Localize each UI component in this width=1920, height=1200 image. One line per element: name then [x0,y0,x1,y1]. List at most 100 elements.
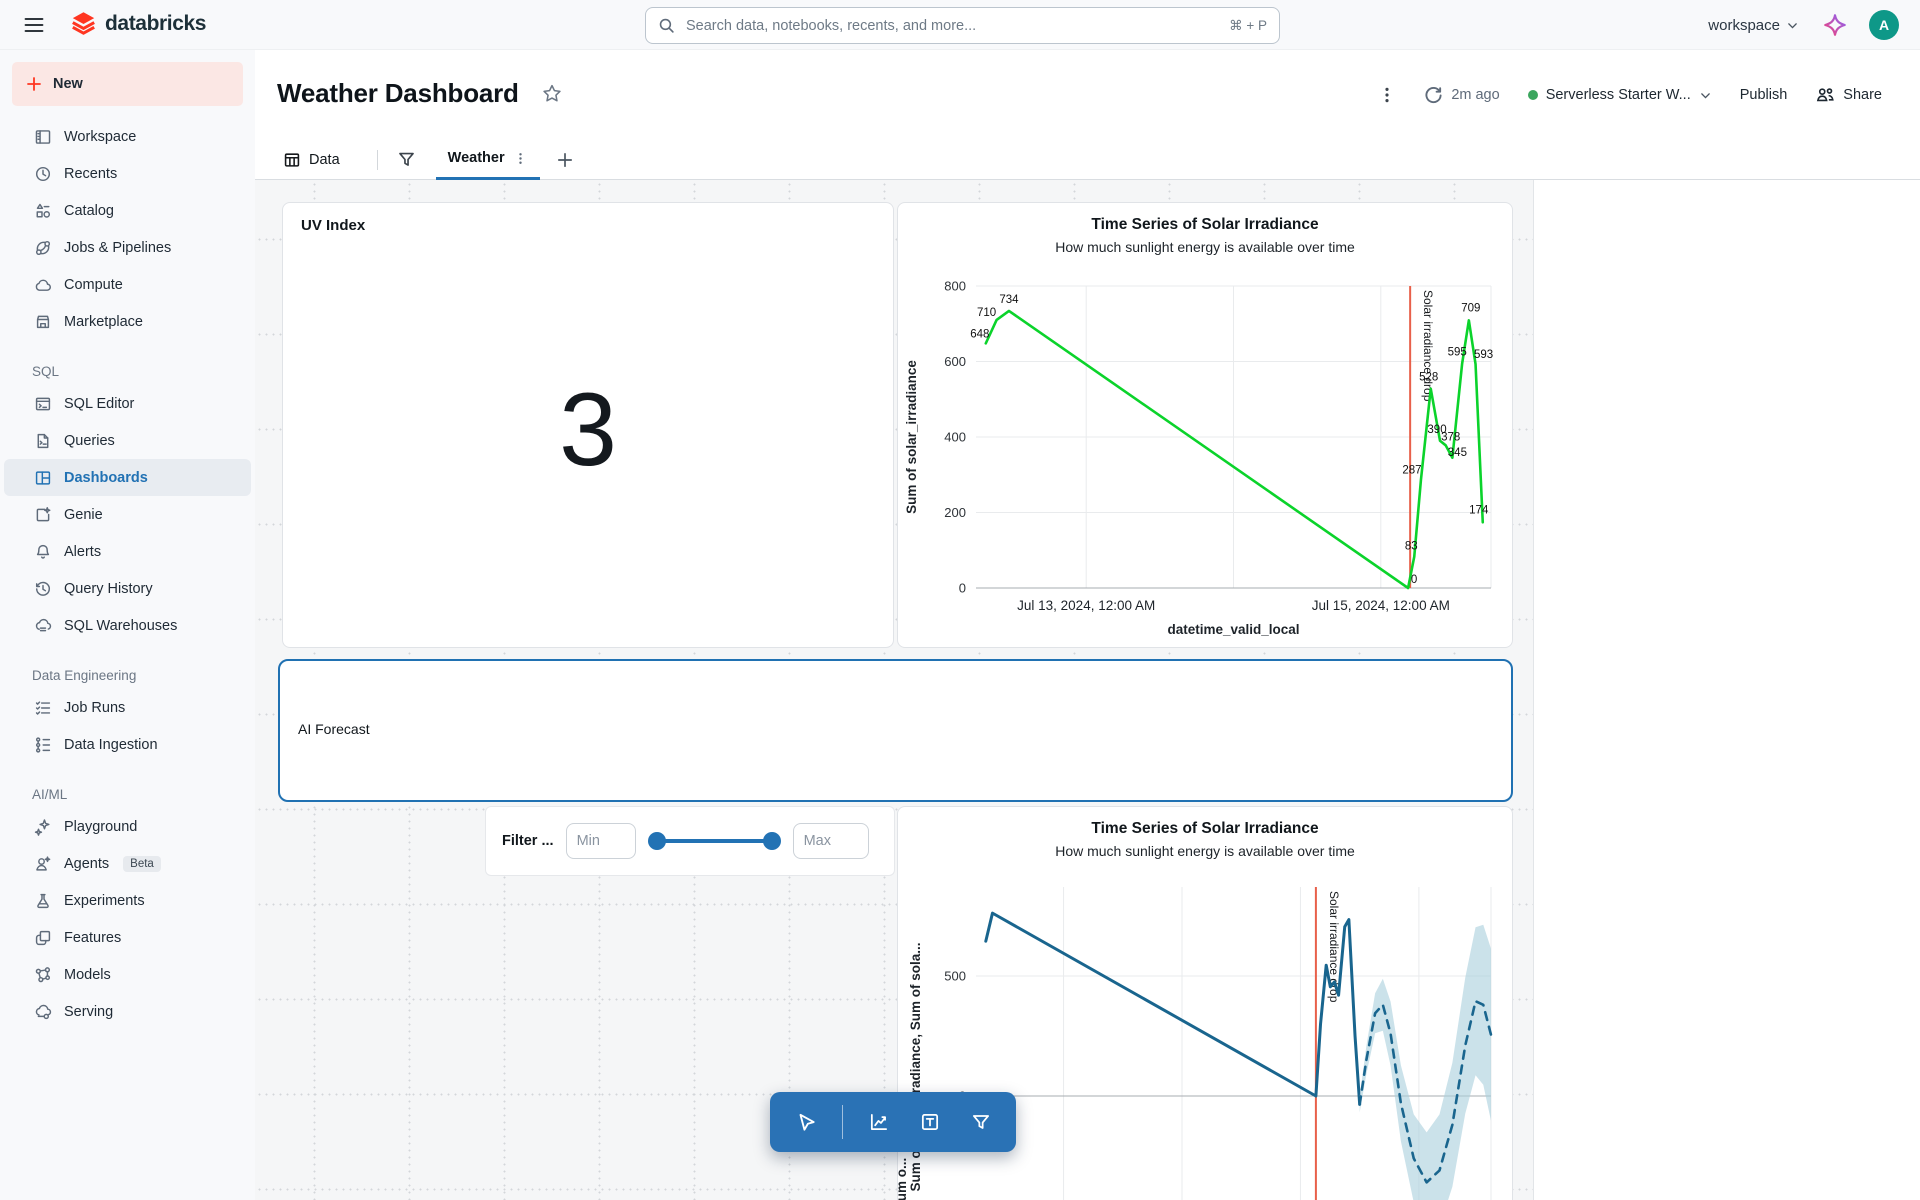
search-input[interactable] [684,16,1221,35]
publish-button[interactable]: Publish [1738,83,1790,107]
sidebar-item-genie[interactable]: Genie [4,496,251,533]
sidebar-item-data-ingestion[interactable]: Data Ingestion [4,726,251,763]
add-page-icon[interactable] [556,151,574,169]
add-text-tool-icon[interactable] [915,1107,945,1137]
svg-text:595: 595 [1448,346,1467,358]
global-search[interactable]: ⌘ + P [645,7,1280,44]
filter-min-input[interactable] [565,823,636,859]
tab-weather[interactable]: Weather [435,140,540,180]
search-shortcut: ⌘ + P [1229,17,1267,33]
sidebar-item-label: Features [64,929,122,946]
tab-divider [376,149,378,170]
sidebar-item-sql-warehouses[interactable]: SQL Warehouses [4,607,251,644]
slider-handle-min[interactable] [647,832,666,850]
tab-kebab-icon[interactable] [513,151,528,166]
range-slider[interactable] [647,831,781,851]
sidebar-item-alerts[interactable]: Alerts [4,533,251,570]
sidebar-section-header: Data Engineering [32,668,137,683]
canvas-edit-toolbar [770,1092,1016,1152]
refresh-button[interactable]: 2m ago [1422,82,1501,109]
dashboards-icon [34,469,52,487]
assistant-sparkle-icon[interactable] [1818,8,1852,42]
sidebar-item-models[interactable]: Models [4,956,251,993]
kebab-menu-icon[interactable] [1376,82,1398,108]
marketplace-icon [34,313,52,331]
query-history-icon [34,580,52,598]
svg-text:Jul 15, 2024, 12:00 AM: Jul 15, 2024, 12:00 AM [1312,598,1450,613]
alerts-icon [34,543,52,561]
topbar-right-cluster: workspace A [1706,0,1899,50]
workspace-icon [34,128,52,146]
new-button[interactable]: New [12,62,243,106]
sidebar-item-compute[interactable]: Compute [4,266,251,303]
sidebar-item-catalog[interactable]: Catalog [4,192,251,229]
add-chart-tool-icon[interactable] [864,1107,894,1137]
ai-forecast-label: AI Forecast [298,721,370,737]
svg-text:200: 200 [944,505,966,520]
workspace-switcher[interactable]: workspace [1706,13,1801,38]
sidebar-item-label: Genie [64,506,103,523]
svg-text:Solar irradiance drop: Solar irradiance drop [1421,290,1435,402]
sidebar-item-serving[interactable]: Serving [4,993,251,1030]
sidebar-item-playground[interactable]: Playground [4,808,251,845]
svg-text:Jul 13, 2024, 12:00 AM: Jul 13, 2024, 12:00 AM [1017,598,1155,613]
sidebar-item-recents[interactable]: Recents [4,155,251,192]
slider-handle-max[interactable] [762,832,781,850]
page-title-row: Weather Dashboard [277,78,563,109]
sidebar-item-label: Workspace [64,128,137,145]
share-people-icon [1817,88,1834,102]
sidebar-item-queries[interactable]: Queries [4,422,251,459]
sidebar-item-label: Catalog [64,202,114,219]
sidebar-item-job-runs[interactable]: Job Runs [4,689,251,726]
svg-text:400: 400 [944,430,966,445]
solar-irradiance-chart-widget[interactable]: Time Series of Solar Irradiance How much… [897,202,1513,648]
databricks-logo[interactable]: databricks [70,10,206,37]
sidebar-item-query-history[interactable]: Query History [4,570,251,607]
data-table-icon [284,152,300,167]
user-avatar[interactable]: A [1869,10,1899,40]
svg-text:500: 500 [944,969,966,984]
sidebar-item-sql-editor[interactable]: SQL Editor [4,385,251,422]
ai-forecast-widget[interactable]: AI Forecast [278,659,1513,802]
svg-text:734: 734 [999,294,1019,306]
filters-funnel-icon[interactable] [397,150,416,169]
sidebar-item-workspace[interactable]: Workspace [4,118,251,155]
sidebar-item-experiments[interactable]: Experiments [4,882,251,919]
pointer-tool-icon[interactable] [791,1107,821,1137]
uv-index-widget[interactable]: UV Index 3 [282,202,894,648]
hamburger-menu-icon[interactable] [22,13,48,37]
search-icon [658,17,675,34]
svg-text:Sum of solar_irradiance: Sum of solar_irradiance [904,360,919,514]
sidebar-item-agents[interactable]: Agents Beta [4,845,251,882]
svg-text:0: 0 [1411,574,1417,586]
svg-text:Solar irradiance drop: Solar irradiance drop [1327,891,1341,1003]
sidebar-item-marketplace[interactable]: Marketplace [4,303,251,340]
filter-max-input[interactable] [792,823,869,859]
sidebar-item-label: Compute [64,276,123,293]
sidebar-item-jobs-pipelines[interactable]: Jobs & Pipelines [4,229,251,266]
slider-track [651,839,777,843]
filter-widget[interactable]: Filter ... [485,806,895,876]
dashboard-tabbar: Data Weather [255,140,1920,180]
svg-text:174: 174 [1469,504,1489,516]
favorite-star-icon[interactable] [541,83,563,105]
chart-subtitle: How much sunlight energy is available ov… [1055,843,1355,859]
warehouse-selector[interactable]: Serverless Starter W... [1526,83,1714,107]
sidebar-item-features[interactable]: Features [4,919,251,956]
share-button[interactable]: Share [1813,81,1884,109]
sidebar-item-label: Alerts [64,543,102,560]
sidebar-item-dashboards[interactable]: Dashboards [4,459,251,496]
page-title: Weather Dashboard [277,78,519,108]
tab-data[interactable]: Data [283,140,340,180]
sidebar-item-label: Dashboards [64,469,148,486]
compute-icon [34,276,52,294]
top-bar: databricks ⌘ + P workspace A [0,0,1920,50]
catalog-icon [34,202,52,220]
add-filter-tool-icon[interactable] [966,1107,996,1137]
solar-irradiance-chart-svg: 0 200 400 600 800 Jul 13, 2024, 12:00 AM Jul 1… [904,279,1493,638]
sidebar-section-header: SQL [32,364,60,379]
svg-text:0: 0 [959,581,966,596]
chart-subtitle: How much sunlight energy is available ov… [1055,239,1355,255]
filter-label: Filter ... [502,833,554,849]
